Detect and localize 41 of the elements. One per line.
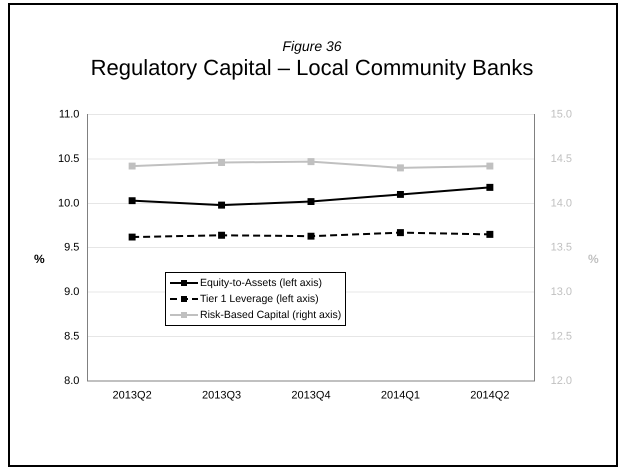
point	[308, 198, 314, 206]
x-tick-label: 2014Q1	[380, 389, 420, 402]
x-tick-label: 2014Q2	[470, 389, 510, 402]
y-axis-title: %	[34, 252, 45, 266]
legend-label: Risk-Based Capital (right axis)	[200, 309, 342, 321]
legend-label: Tier 1 Leverage (left axis)	[200, 293, 319, 305]
point	[308, 232, 314, 240]
x-tick-label: 2013Q2	[112, 389, 152, 402]
y2-tick-label: 15.0	[550, 108, 572, 121]
point	[128, 234, 136, 241]
y-tick-label: 9.0	[64, 286, 80, 298]
y-tick-label: 10.0	[58, 197, 80, 210]
y2-tick-label: 13.5	[550, 242, 572, 254]
x-tick-label: 2013Q4	[291, 389, 331, 402]
y-tick-label: 8.0	[64, 374, 80, 387]
chart-subtitle: Figure 36	[281, 38, 343, 54]
y2-tick-label: 14.0	[550, 197, 572, 210]
y2-tick-label: 14.5	[550, 153, 572, 165]
point	[218, 159, 226, 166]
point	[486, 162, 494, 170]
point	[396, 190, 404, 198]
y2-tick-label: 12.5	[550, 330, 572, 342]
point	[308, 158, 314, 166]
point	[396, 229, 404, 236]
y-tick-label: 9.5	[64, 242, 80, 254]
point	[128, 162, 136, 170]
point	[218, 202, 226, 209]
x-tick-label: 2013Q3	[202, 389, 242, 402]
y-tick-label: 10.5	[58, 153, 80, 165]
y2-tick-label: 13.0	[550, 286, 572, 298]
point	[128, 197, 136, 204]
point	[486, 184, 494, 191]
chart-title: Regulatory Capital – Local Community Banks	[90, 55, 534, 81]
point	[486, 230, 494, 238]
point	[396, 164, 404, 172]
y-tick-label: 8.5	[64, 330, 80, 342]
y2-axis-title: %	[588, 252, 599, 266]
y-tick-label: 11.0	[58, 108, 80, 121]
y2-tick-label: 12.0	[550, 374, 572, 387]
point	[218, 232, 226, 239]
legend-label: Equity-to-Assets (left axis)	[200, 277, 322, 289]
